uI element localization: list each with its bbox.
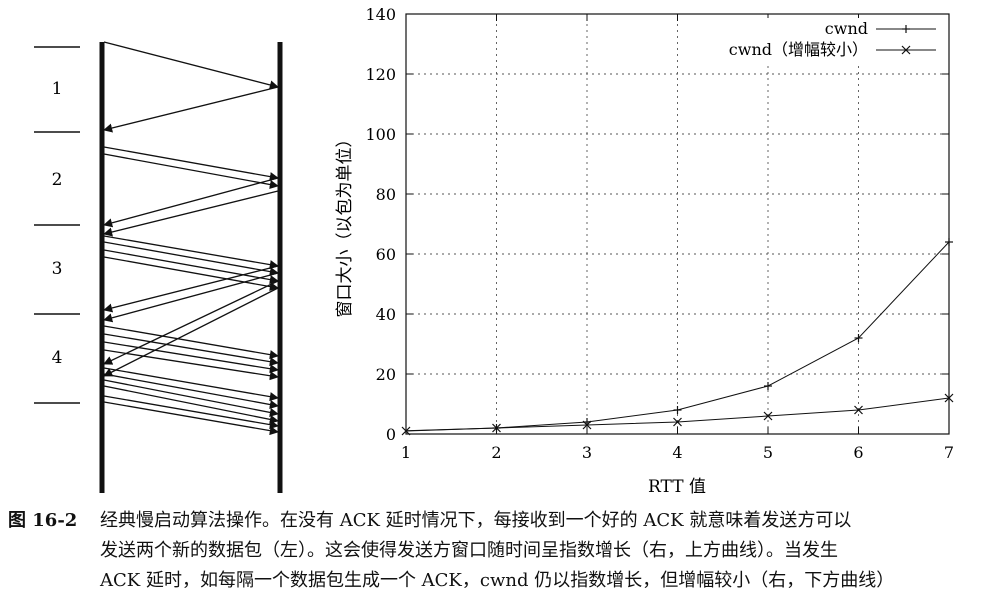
x-tick-label: 1 (401, 443, 411, 462)
packet-arrow (103, 333, 279, 367)
y-tick-label: 0 (386, 425, 396, 444)
round-label: 3 (52, 259, 63, 279)
axis-ticks: 0 20 40 60 80 100 120 140 1 2 3 4 5 6 7 (365, 5, 954, 462)
data-point-marker (854, 334, 863, 342)
packet-arrow (103, 385, 279, 424)
data-point-marker (673, 417, 682, 427)
y-tick-label: 140 (365, 5, 396, 24)
caption-line: ACK 延时，如每隔一个数据包生成一个 ACK，cwnd 仍以指数增长，但增幅较… (100, 570, 895, 591)
packet-arrow (103, 272, 279, 323)
data-point-marker (764, 382, 772, 390)
y-tick-label: 120 (365, 65, 396, 84)
packet-arrow (103, 379, 279, 417)
caption-number: 图 16-2 (8, 510, 78, 531)
legend-marker-plus (902, 25, 910, 33)
x-tick-label: 5 (763, 443, 773, 462)
x-tick-label: 3 (582, 443, 592, 462)
packet-arrow (103, 373, 279, 409)
y-axis-label: 窗口大小（以包为单位） (335, 131, 355, 318)
slow-start-timeline-diagram: 1 2 3 4 (34, 41, 283, 493)
legend: cwnd cwnd（增幅较小） (720, 18, 942, 64)
packet-arrow (103, 325, 279, 360)
packet-arrow (103, 401, 279, 436)
y-tick-label: 20 (376, 365, 396, 384)
data-point-marker (763, 411, 773, 421)
legend-box (720, 18, 942, 64)
packet-arrow (103, 367, 279, 402)
data-point-marker (854, 405, 863, 415)
y-tick-label: 100 (365, 125, 396, 144)
packet-arrow (103, 235, 279, 270)
legend-label: cwnd（增幅较小） (729, 40, 868, 59)
round-label: 4 (52, 348, 63, 368)
data-point-marker (582, 420, 592, 430)
caption-line: 发送两个新的数据包（左）。这会使得发送方窗口随时间呈指数增长（右，上方曲线）。当… (100, 540, 838, 561)
packet-arrow (103, 341, 279, 374)
figure: 1 2 3 4 0 20 40 60 80 100 120 140 1 2 3 4 5 6 7 RTT 值 … (34, 5, 954, 497)
x-tick-label: 4 (672, 443, 682, 462)
data-point-marker (673, 406, 682, 414)
data-point-marker (492, 423, 501, 433)
packet-arrow (103, 241, 279, 277)
cwnd-chart: 0 20 40 60 80 100 120 140 1 2 3 4 5 6 7 RTT 值 窗口大小（以包为… (335, 5, 954, 497)
packet-arrow (103, 265, 279, 313)
packet-arrow (103, 177, 279, 228)
series-line-2 (406, 397, 949, 432)
packet-arrow (103, 86, 279, 133)
packet-arrow (103, 287, 279, 377)
round-label: 2 (52, 170, 63, 190)
y-tick-label: 80 (376, 185, 396, 204)
packet-arrow (103, 153, 279, 189)
x-tick-label: 7 (944, 443, 954, 462)
packet-arrow (103, 190, 279, 237)
legend-marker-cross (901, 45, 911, 55)
series-group (401, 238, 954, 436)
round-label: 1 (52, 79, 63, 99)
packet-arrow (103, 256, 279, 292)
packet-arrows (103, 41, 279, 436)
x-tick-label: 2 (491, 443, 501, 462)
data-point-marker (401, 426, 411, 436)
packet-arrow (103, 41, 279, 90)
packet-arrow (103, 395, 279, 430)
x-axis-label: RTT 值 (648, 477, 706, 497)
x-tick-label: 6 (853, 443, 863, 462)
data-point-marker (945, 238, 953, 246)
packet-arrow (103, 249, 279, 285)
data-point-marker (944, 393, 954, 403)
packet-arrow (103, 349, 279, 381)
y-tick-label: 40 (376, 305, 396, 324)
grid-lines (406, 14, 949, 434)
y-tick-label: 60 (376, 245, 396, 264)
packet-arrow (103, 146, 279, 182)
legend-label: cwnd (825, 19, 868, 38)
packet-arrow (103, 280, 279, 365)
caption-line: 经典慢启动算法操作。在没有 ACK 延时情况下，每接收到一个好的 ACK 就意味… (100, 510, 852, 531)
